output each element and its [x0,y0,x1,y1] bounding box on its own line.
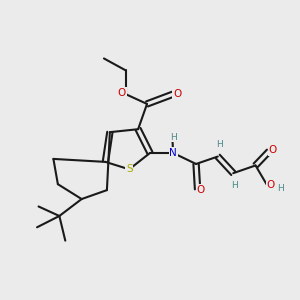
Text: H: H [231,181,238,190]
Text: H: H [277,184,284,193]
Text: H: H [170,133,177,142]
Text: O: O [196,185,205,195]
Text: N: N [169,148,177,158]
Text: S: S [126,164,133,174]
Text: O: O [118,88,126,98]
Text: O: O [268,145,277,155]
Text: O: O [266,180,274,190]
Text: H: H [217,140,223,148]
Text: O: O [173,89,181,99]
